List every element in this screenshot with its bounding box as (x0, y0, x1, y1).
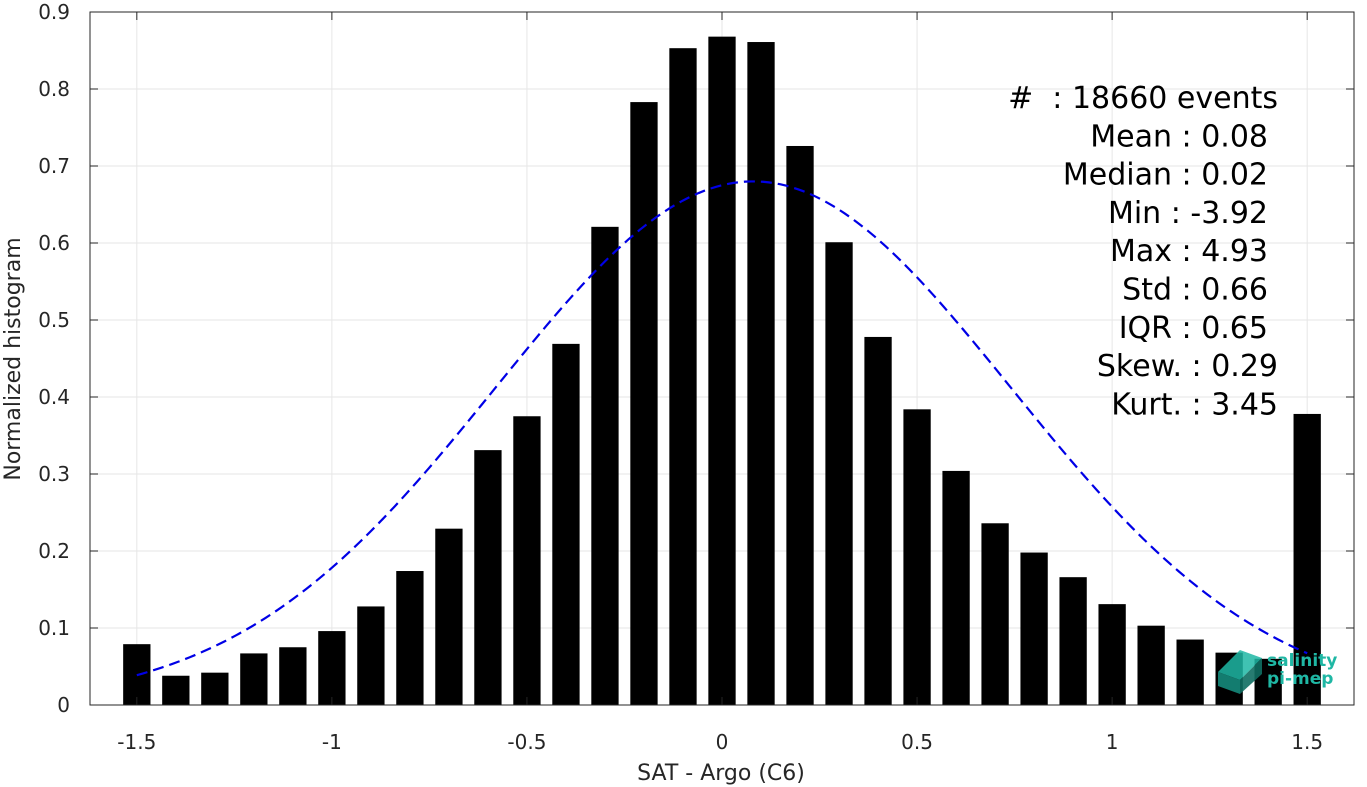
stat-line: # : 18660 events (1008, 81, 1278, 116)
y-tick-label: 0.5 (38, 308, 70, 332)
histogram-bar (942, 470, 970, 705)
stat-line: Mean : 0.08 (1090, 119, 1268, 154)
x-tick-label: -1.5 (117, 730, 156, 754)
histogram-bar (552, 343, 580, 705)
x-tick-label: -1 (322, 730, 342, 754)
histogram-bar (1059, 577, 1087, 705)
histogram-bar (1293, 413, 1321, 705)
histogram-bar (513, 416, 541, 705)
x-axis-ticks: -1.5 -1 -0.5 0 0.5 1 1.5 (117, 12, 1323, 754)
histogram-bar (864, 336, 892, 705)
stat-line: Min : -3.92 (1108, 196, 1268, 231)
x-tick-label: 0 (716, 730, 729, 754)
histogram-bar (825, 242, 853, 706)
histogram-bar (474, 450, 502, 705)
y-tick-label: 0.8 (38, 77, 70, 101)
y-tick-label: 0.4 (38, 385, 70, 409)
histogram-bar (1020, 552, 1048, 705)
y-tick-label: 0 (57, 693, 70, 717)
histogram-bar (240, 653, 268, 705)
histogram-bar (279, 647, 307, 705)
histogram-bar (1176, 639, 1204, 705)
cube-icon (1218, 650, 1262, 694)
histogram-bar (747, 42, 775, 705)
x-tick-label: 1 (1106, 730, 1119, 754)
histogram-bar (903, 409, 931, 705)
histogram-bar (981, 523, 1009, 705)
x-tick-label: 0.5 (901, 730, 933, 754)
histogram-bar (435, 528, 463, 705)
stat-line: Skew. : 0.29 (1097, 349, 1278, 384)
y-tick-label: 0.9 (38, 0, 70, 24)
histogram-bar (318, 631, 346, 705)
x-tick-label: 1.5 (1291, 730, 1323, 754)
y-axis-label: Normalized histogram (1, 237, 26, 480)
histogram-bars (123, 36, 1321, 706)
stat-line: IQR : 0.65 (1119, 311, 1268, 346)
stat-line: Max : 4.93 (1110, 234, 1268, 269)
stat-line: Std : 0.66 (1122, 273, 1268, 308)
histogram-bar (396, 571, 424, 705)
histogram-bar (708, 36, 736, 705)
histogram-bar (162, 675, 190, 705)
x-axis-label: SAT - Argo (C6) (637, 761, 805, 786)
y-tick-label: 0.6 (38, 231, 70, 255)
histogram-bar (357, 606, 385, 705)
histogram-bar (201, 672, 229, 705)
histogram-bar (1137, 625, 1165, 705)
logo-text-salinity: salinity (1267, 651, 1337, 671)
y-tick-label: 0.7 (38, 154, 70, 178)
histogram-bar (591, 226, 619, 705)
stat-line: Kurt. : 3.45 (1111, 387, 1278, 422)
logo-text-pimep: pi-mep (1267, 669, 1333, 689)
y-tick-label: 0.1 (38, 616, 70, 640)
histogram-bar (669, 48, 697, 705)
salinity-pimep-logo: salinity pi-mep (1218, 650, 1337, 694)
y-tick-label: 0.2 (38, 539, 70, 563)
x-tick-label: -0.5 (507, 730, 546, 754)
stat-line: Median : 0.02 (1063, 158, 1268, 193)
y-tick-label: 0.3 (38, 462, 70, 486)
histogram-bar (1098, 604, 1126, 705)
histogram-bar (786, 145, 814, 706)
histogram-bar (630, 102, 658, 706)
y-axis-ticks: 0 0.1 0.2 0.3 0.4 0.5 0.6 0.7 0.8 0.9 (38, 0, 1354, 717)
gaussian-fit-curve (136, 180, 1308, 677)
